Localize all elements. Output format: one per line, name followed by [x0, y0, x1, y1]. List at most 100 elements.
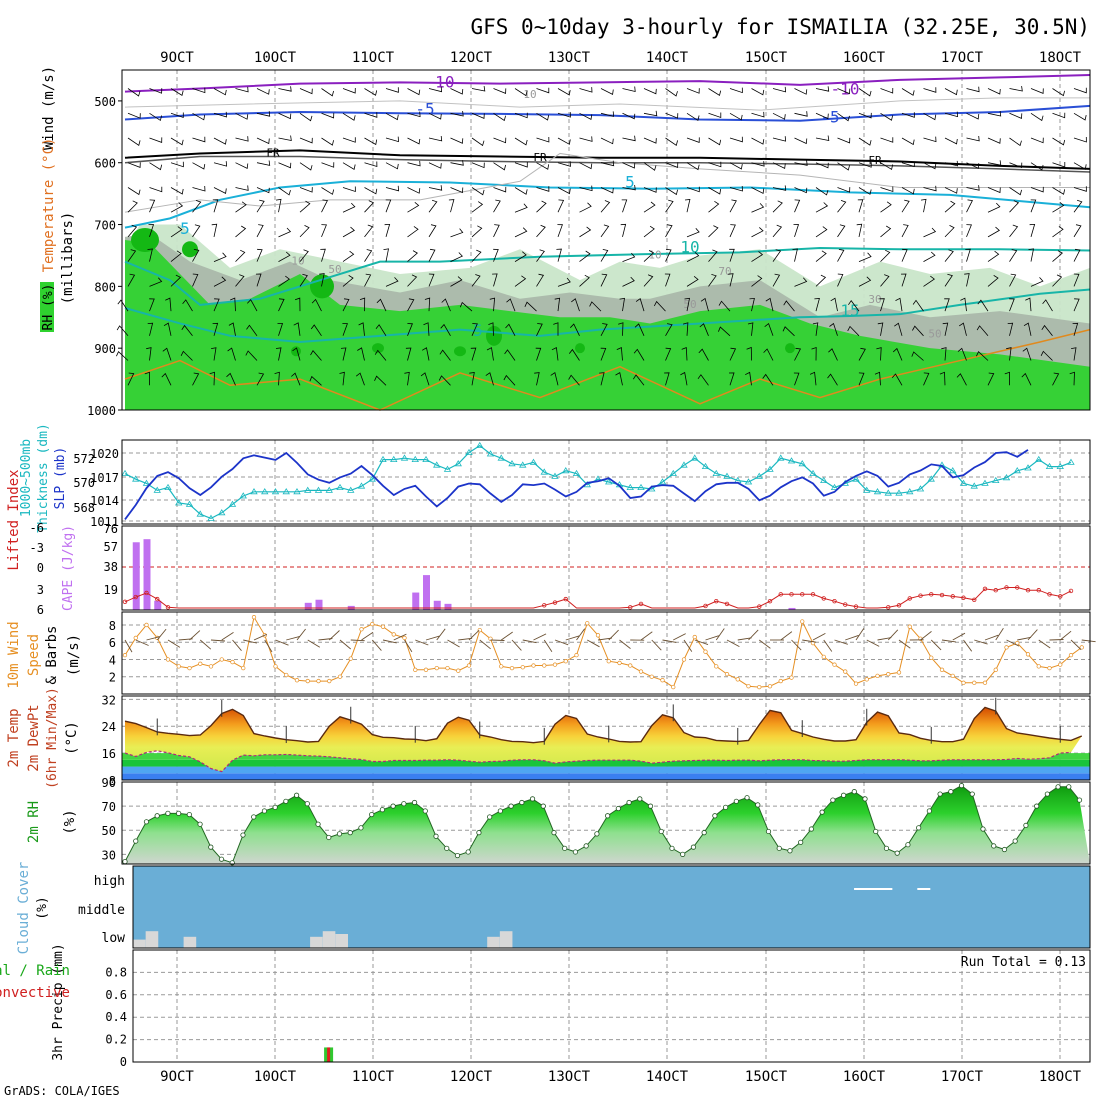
- wind-barb-191: [424, 297, 431, 312]
- wind-barb-438: [830, 297, 838, 312]
- wind-barb-117: [321, 88, 334, 97]
- wind-barb-84: [256, 224, 264, 238]
- wind-barb-254: [536, 249, 545, 262]
- wind10-barb: [275, 639, 289, 646]
- wind-barb-226: [493, 199, 501, 213]
- wind-barb-421: [815, 202, 829, 213]
- wind-barb-120: [321, 162, 335, 168]
- wind-barb-233: [485, 372, 494, 386]
- lifted-index-marker: [165, 605, 171, 610]
- wind10-barb: [189, 630, 201, 641]
- cloud-cell-low: [322, 931, 336, 948]
- wind-barb-362: [698, 348, 709, 361]
- wind-barb-150: [364, 249, 373, 262]
- wind-barb-2: [127, 137, 141, 146]
- wind-barb-164: [385, 277, 399, 287]
- wind-barb-403: [794, 88, 808, 95]
- wind-barb-390: [772, 86, 787, 93]
- wind-barb-337: [664, 372, 670, 386]
- rh2m-marker: [605, 813, 611, 819]
- li-tick: 0: [37, 561, 44, 575]
- thickness-line-marker: [820, 476, 828, 483]
- ylabel-wind10-units: (m/s): [66, 634, 82, 676]
- wind-barb-559: [1052, 88, 1065, 97]
- frame-wind: [121, 611, 1091, 695]
- wind-barb-175: [407, 226, 419, 238]
- wind10-barb: [328, 630, 340, 641]
- wind-barb-532: [987, 372, 995, 386]
- wind-barb-65: [235, 86, 249, 93]
- wind-barb-159: [385, 162, 399, 170]
- rh2m-marker: [336, 831, 343, 837]
- wind10-marker: [585, 621, 590, 626]
- ylabel-cape: CAPE (J/kg): [61, 525, 76, 611]
- wind-barb-282: [571, 298, 580, 312]
- wind-barb-280: [579, 250, 591, 262]
- wind-barb-576: [1073, 186, 1087, 192]
- wind10-barb: [662, 639, 677, 643]
- rh2m-marker: [840, 792, 847, 798]
- thickness-line-marker: [443, 465, 452, 472]
- ylabel-thickness-b: Thickness (dm): [36, 423, 51, 533]
- wind10-marker: [208, 664, 214, 669]
- top-x-label: 9OCT: [160, 50, 194, 66]
- wind-barb-257: [536, 323, 543, 336]
- run-total: Run Total = 0.13: [961, 955, 1086, 970]
- wind-barb-305: [620, 223, 627, 237]
- wind10-tick: 6: [109, 636, 116, 650]
- cape-bar: [433, 600, 441, 610]
- wind-barb-356: [708, 200, 720, 213]
- lifted-index-marker: [628, 605, 633, 610]
- cape-bar: [423, 575, 430, 610]
- wind-barb-288: [600, 137, 614, 145]
- thickness-line-marker: [218, 509, 226, 516]
- lifted-index-marker: [638, 601, 644, 607]
- wind10-barb: [845, 634, 859, 641]
- wind10-barb: [941, 639, 956, 643]
- wind-barb-497: [944, 160, 959, 167]
- freezing-level-b: [124, 155, 1091, 173]
- wind-barb-359: [708, 274, 717, 287]
- wind10-barb: [1070, 639, 1082, 651]
- wind-barb-71: [235, 225, 247, 238]
- wind-barb-74: [230, 297, 236, 312]
- rh2m-marker: [154, 813, 160, 819]
- wind-barb-85: [256, 248, 263, 262]
- top-x-label: 10OCT: [254, 50, 297, 66]
- thickness-line-marker: [476, 441, 484, 448]
- rh2m-marker: [326, 834, 332, 841]
- wind-barb-115: [292, 347, 301, 361]
- wind-barb-302: [622, 162, 636, 169]
- frame-upper: [121, 69, 1091, 411]
- wind10-marker: [445, 665, 450, 671]
- wind10-marker: [456, 668, 461, 673]
- rh2m-marker: [304, 801, 310, 807]
- wind-barb-319: [643, 250, 655, 262]
- rh2m-marker: [583, 843, 589, 849]
- temp-band-1: [122, 766, 1090, 774]
- wind10-marker: [757, 684, 762, 690]
- rh2m-marker: [315, 821, 321, 827]
- wind-barb-13: [149, 88, 163, 94]
- wind-barb-252: [536, 200, 547, 213]
- wind10-barb: [146, 636, 161, 641]
- wind-barb-500: [944, 225, 955, 238]
- wind-barb-395: [772, 200, 783, 213]
- wind10-marker: [649, 674, 654, 679]
- wind10-marker: [499, 664, 504, 669]
- cloud-cell-low: [335, 934, 348, 948]
- temp-band-2: [122, 759, 1090, 767]
- wind-barb-325: [665, 88, 678, 97]
- wind10-marker: [617, 660, 622, 666]
- wind10-barb: [199, 639, 212, 650]
- wind-barb-66: [235, 112, 249, 120]
- wind-barb-177: [407, 274, 418, 287]
- wind-barb-355: [708, 187, 722, 195]
- wind-barb-525: [987, 202, 1001, 213]
- wind10-marker: [187, 665, 192, 671]
- wind-barb-381: [751, 187, 765, 195]
- wind-barb-503: [944, 298, 950, 312]
- wind10-marker: [413, 667, 418, 672]
- wind-barb-430: [837, 112, 850, 122]
- wind-barb-405: [794, 137, 808, 145]
